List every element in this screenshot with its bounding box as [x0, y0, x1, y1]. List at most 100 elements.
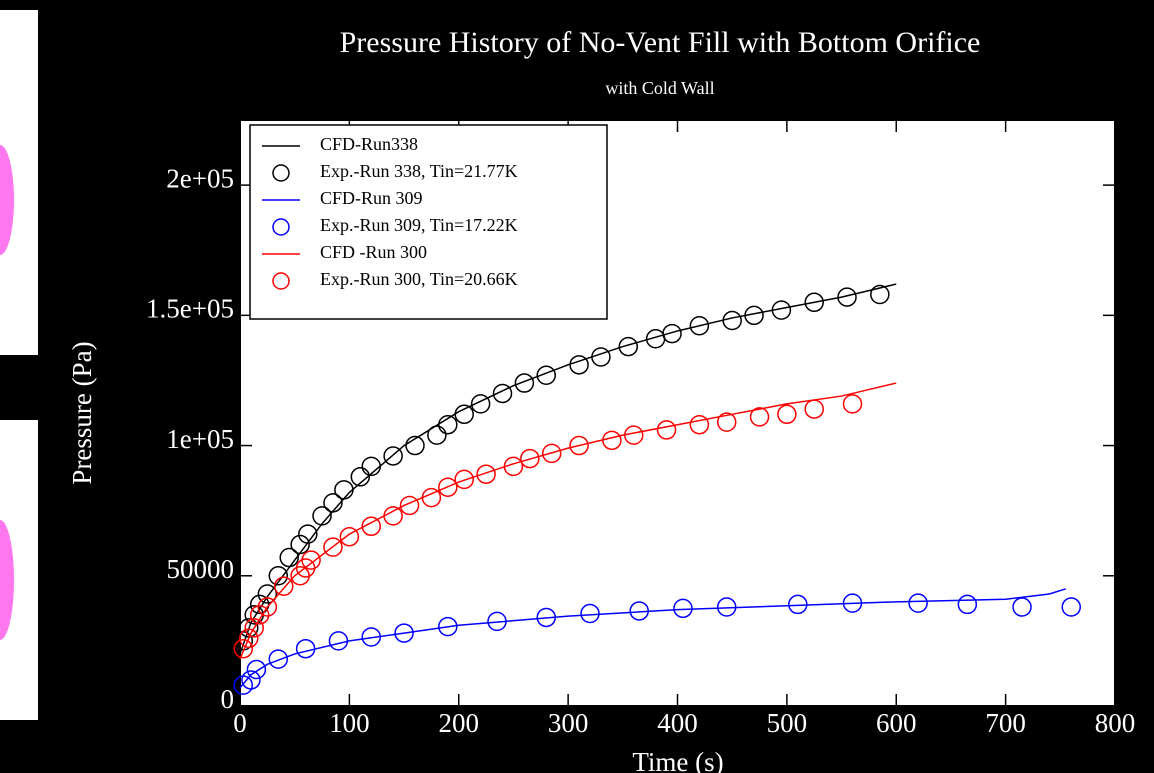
side-blob	[0, 145, 14, 255]
data-point	[454, 469, 474, 490]
data-point	[257, 584, 278, 604]
data-point	[421, 487, 442, 508]
x-tick-label: 200	[439, 708, 480, 738]
data-point	[777, 404, 797, 425]
data-point	[334, 480, 354, 500]
data-point	[298, 524, 318, 544]
data-point	[233, 638, 254, 659]
series-line	[239, 382, 897, 660]
x-tick-label: 0	[233, 708, 247, 738]
x-tick-label: 600	[876, 708, 917, 738]
data-point	[908, 593, 928, 613]
data-point	[312, 506, 332, 526]
data-point	[361, 627, 381, 647]
data-point	[339, 526, 360, 547]
chart-title: Pressure History of No-Vent Fill with Bo…	[340, 26, 981, 59]
data-point	[569, 435, 589, 456]
y-tick-label: 50000	[167, 554, 235, 584]
data-point	[394, 623, 414, 643]
data-point	[249, 605, 270, 625]
data-point	[244, 618, 264, 638]
data-point	[618, 336, 639, 357]
data-point	[1061, 597, 1081, 617]
data-point	[957, 594, 978, 615]
data-point	[629, 601, 649, 621]
x-tick-label: 700	[985, 708, 1026, 738]
data-point	[383, 506, 403, 526]
x-tick-label: 400	[657, 708, 698, 738]
data-point	[470, 394, 491, 414]
side-blob	[0, 520, 14, 640]
data-point	[744, 305, 764, 326]
data-point	[536, 365, 556, 385]
legend-label: CFD-Run338	[320, 134, 418, 154]
y-tick-label: 1e+05	[166, 424, 234, 454]
data-point	[279, 547, 299, 568]
series-line	[239, 588, 1067, 689]
data-point	[239, 628, 259, 649]
data-point	[438, 414, 458, 435]
data-point	[536, 607, 556, 628]
data-point	[328, 631, 349, 651]
data-point	[716, 412, 737, 432]
data-point	[520, 448, 540, 469]
data-point	[246, 659, 267, 680]
data-point	[503, 456, 524, 477]
data-point	[870, 284, 890, 305]
data-point	[624, 425, 644, 445]
data-point	[514, 373, 535, 393]
data-point	[673, 598, 693, 619]
data-point	[438, 616, 458, 637]
data-point	[405, 435, 425, 456]
data-point	[804, 292, 824, 313]
data-point	[716, 597, 737, 617]
data-point	[1012, 597, 1032, 617]
data-point	[689, 316, 710, 336]
data-point	[257, 597, 278, 617]
legend-marker	[272, 218, 290, 236]
data-point	[662, 323, 682, 344]
data-point	[804, 399, 824, 419]
data-point	[454, 404, 474, 425]
data-point	[580, 603, 600, 624]
data-point	[399, 495, 420, 516]
data-point	[383, 446, 403, 466]
legend-label: CFD-Run 309	[320, 188, 423, 208]
data-point	[602, 430, 622, 451]
data-point	[492, 383, 513, 404]
data-point	[361, 456, 381, 477]
data-point	[274, 576, 294, 596]
legend-box	[249, 124, 608, 320]
y-axis-label: Pressure (Pa)	[67, 341, 97, 484]
x-tick-label: 800	[1095, 708, 1136, 738]
data-point	[837, 287, 857, 307]
legend-label: Exp.-Run 300, Tin=20.66K	[320, 269, 518, 289]
legend-marker	[272, 164, 290, 182]
data-point	[689, 414, 710, 435]
x-tick-label: 100	[329, 708, 370, 738]
data-point	[268, 566, 289, 586]
legend-label: Exp.-Run 309, Tin=17.22K	[320, 215, 518, 235]
data-point	[771, 300, 792, 320]
data-point	[749, 407, 770, 427]
data-point	[301, 550, 321, 570]
data-point	[323, 537, 343, 557]
data-point	[241, 670, 261, 690]
data-point	[569, 355, 589, 375]
data-point	[361, 516, 381, 537]
data-point	[788, 594, 808, 615]
x-tick-label: 500	[767, 708, 808, 738]
legend-marker	[272, 272, 290, 290]
data-point	[476, 464, 496, 484]
y-tick-label: 2e+05	[166, 163, 234, 193]
data-point	[487, 611, 507, 632]
data-point	[323, 493, 343, 513]
data-point	[842, 394, 863, 414]
data-point	[591, 347, 611, 367]
data-point	[722, 310, 742, 331]
data-point	[656, 420, 677, 440]
data-point	[842, 593, 863, 613]
x-axis-label: Time (s)	[632, 747, 723, 773]
